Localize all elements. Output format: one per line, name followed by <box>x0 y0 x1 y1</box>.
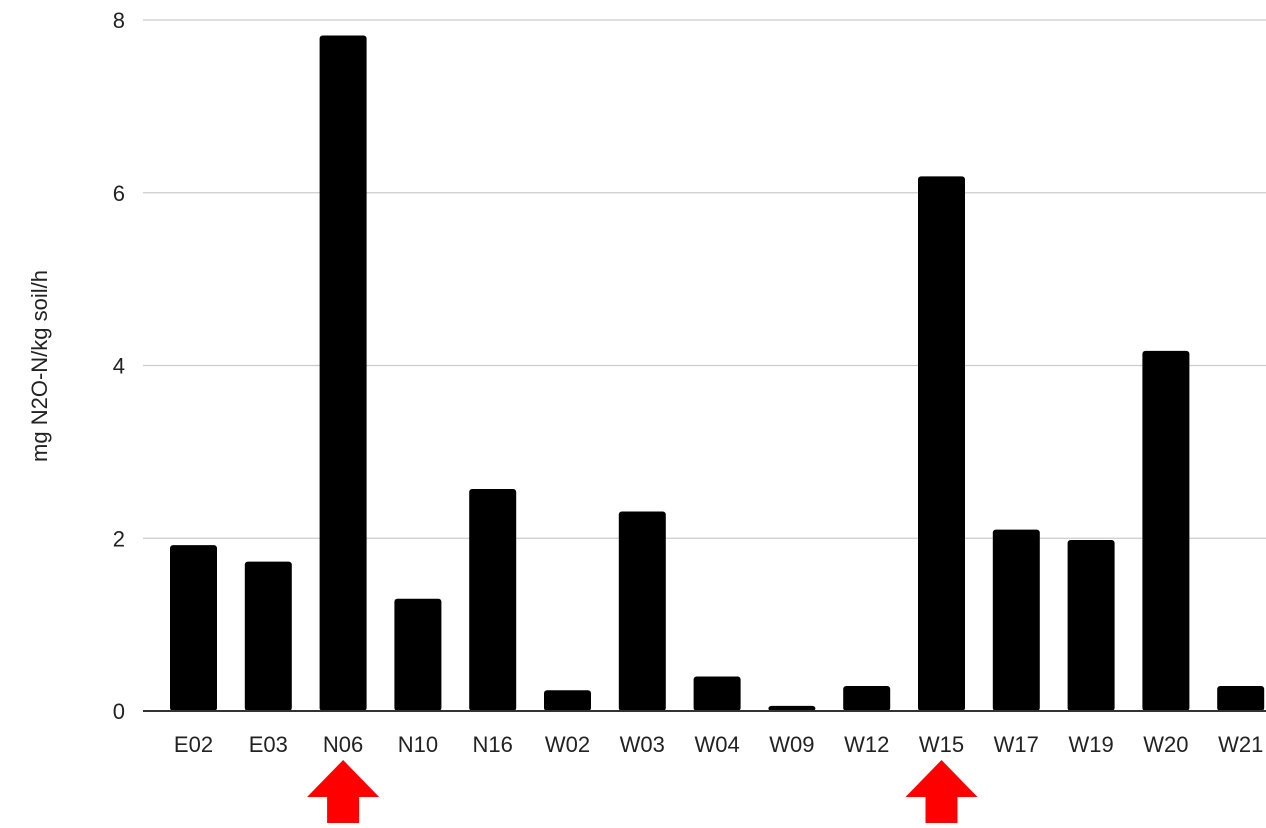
x-tick-label: E02 <box>174 732 213 757</box>
x-tick-label: N16 <box>473 732 513 757</box>
highlight-arrow-w15-icon <box>905 760 978 823</box>
x-tick-label: E03 <box>249 732 288 757</box>
highlight-arrows <box>307 760 978 823</box>
x-tick-labels: E02 E03 N06 N10 N16 W02 W03 W04 W09 W12 W15 W17 W19 W… <box>174 732 1263 757</box>
y-tick-label: 6 <box>113 181 125 206</box>
x-tick-label: N10 <box>398 732 438 757</box>
y-tick-labels: 0 2 4 6 8 <box>113 8 125 724</box>
y-tick-label: 8 <box>113 8 125 33</box>
bar-n10 <box>394 598 442 711</box>
y-axis-title: mg N2O-N/kg soil/h <box>27 270 52 462</box>
x-tick-label: W09 <box>769 732 814 757</box>
x-tick-label: W02 <box>545 732 590 757</box>
y-tick-label: 2 <box>113 526 125 551</box>
highlight-arrow-n06-icon <box>307 760 380 823</box>
x-tick-label: W20 <box>1143 732 1188 757</box>
bar-w19 <box>1067 539 1115 711</box>
bar-n16 <box>469 489 517 711</box>
x-tick-label: W03 <box>620 732 665 757</box>
bar-w15 <box>918 176 965 711</box>
bar-w17 <box>992 529 1040 711</box>
bar-w02 <box>544 690 591 711</box>
x-tick-label: W15 <box>919 732 964 757</box>
bars <box>170 35 1265 712</box>
bar-w03 <box>618 511 666 711</box>
x-tick-label: N06 <box>323 732 363 757</box>
x-tick-label: W21 <box>1218 732 1263 757</box>
bar-w20 <box>1142 350 1190 711</box>
x-tick-label: W17 <box>994 732 1039 757</box>
bar-w04 <box>693 676 741 711</box>
gridlines <box>143 19 1266 539</box>
bar-w21 <box>1217 685 1265 711</box>
x-tick-label: W12 <box>844 732 889 757</box>
x-tick-label: W04 <box>694 732 739 757</box>
x-tick-label: W19 <box>1068 732 1113 757</box>
bar-e03 <box>244 561 292 711</box>
bar-e02 <box>170 545 217 711</box>
bar-w09 <box>768 705 816 711</box>
y-tick-label: 0 <box>113 699 125 724</box>
bar-n06 <box>319 35 367 712</box>
bar-w12 <box>843 685 891 711</box>
y-tick-label: 4 <box>113 354 125 379</box>
